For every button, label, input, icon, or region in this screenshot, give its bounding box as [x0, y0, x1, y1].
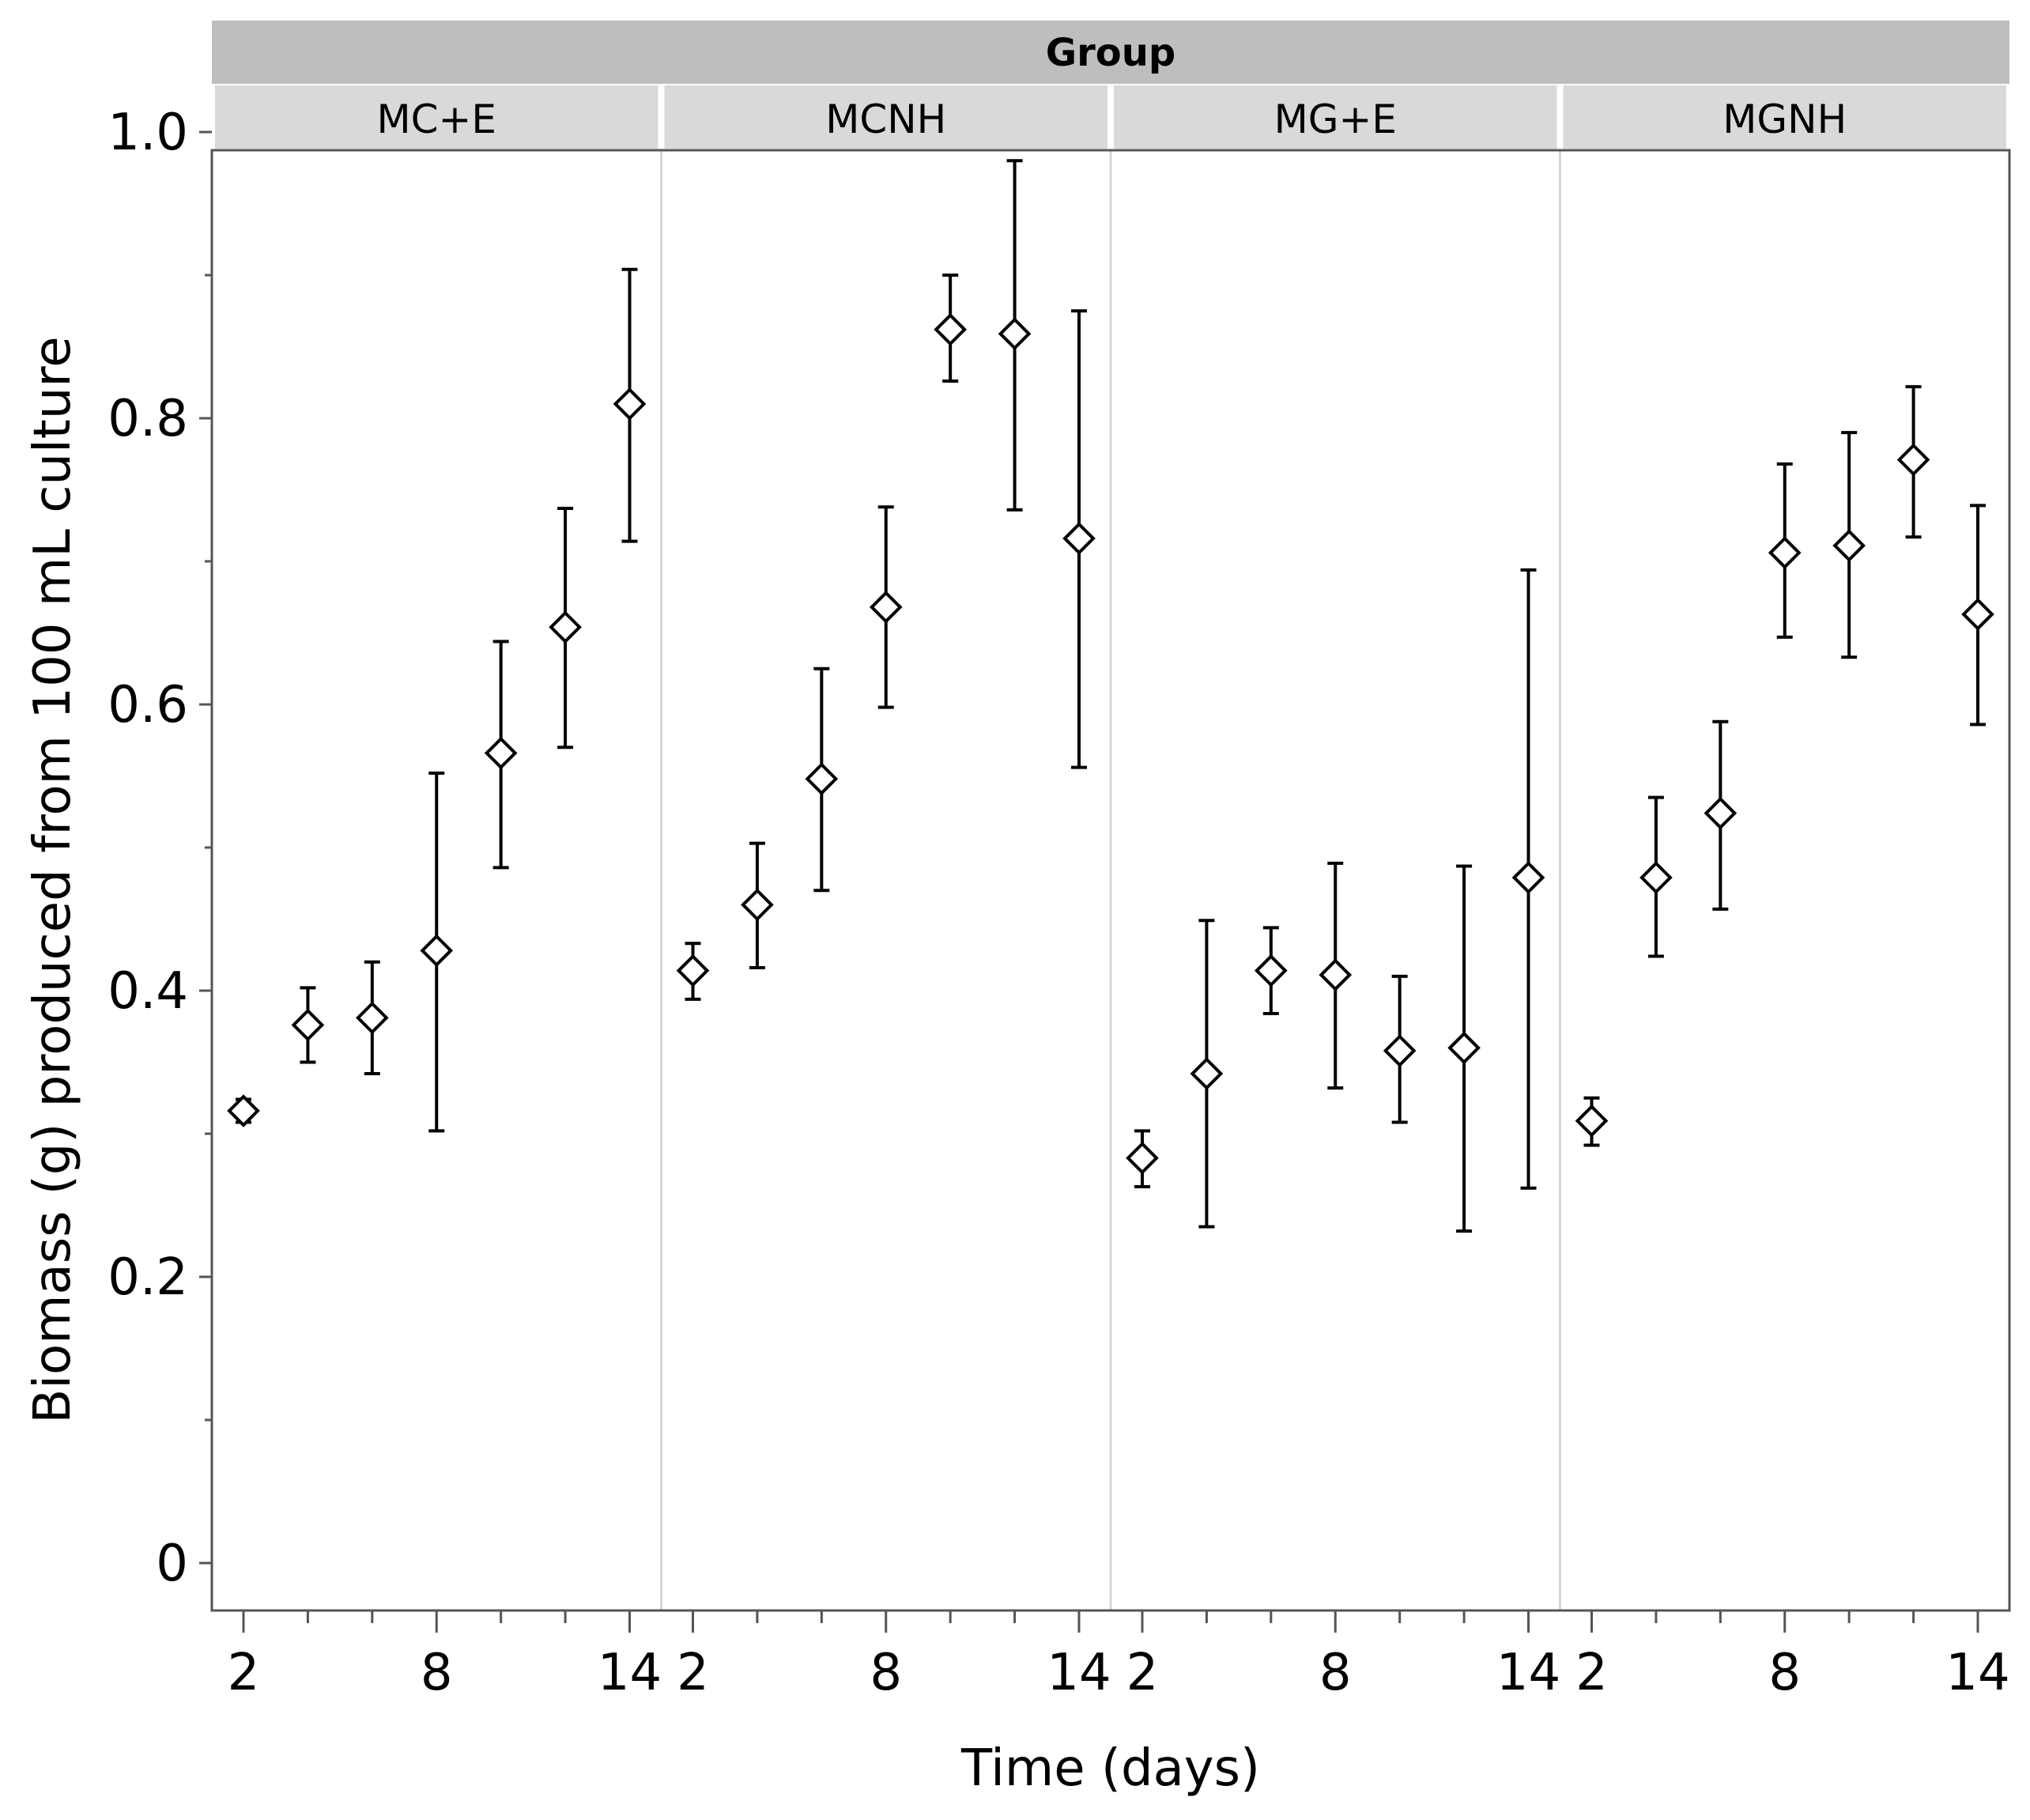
point-group-MGNH-2 — [1575, 1096, 1609, 1147]
point-group-MCNH-14 — [1062, 309, 1096, 769]
point-group-MC+E-2 — [227, 1094, 260, 1127]
data-marks — [227, 159, 1994, 1233]
point-group-MC+E-12 — [549, 507, 582, 750]
data-point-diamond — [998, 317, 1032, 351]
data-point-diamond — [1896, 443, 1930, 477]
y-tick-label-1: 0.2 — [108, 1248, 188, 1307]
point-group-MGNH-10 — [1832, 431, 1866, 659]
panel-label-0: MC+E — [376, 96, 496, 142]
y-axis-label: Biomass (g) produced from 100 mL culture — [24, 336, 82, 1423]
data-point-diamond — [613, 387, 647, 421]
data-point-diamond — [1255, 953, 1288, 987]
point-group-MGNH-14 — [1961, 504, 1994, 727]
x-tick-label-p1-3: 8 — [870, 1644, 902, 1702]
data-point-diamond — [1383, 1034, 1417, 1067]
group-title-band — [212, 21, 2009, 84]
data-point-diamond — [934, 312, 967, 346]
point-group-MC+E-4 — [291, 986, 325, 1064]
y-tick-label-0: 0 — [156, 1535, 188, 1593]
panel-header-2 — [1114, 85, 1557, 149]
panel-header-3 — [1563, 85, 2006, 149]
point-group-MG+E-10 — [1383, 974, 1417, 1124]
data-point-diamond — [1768, 536, 1802, 569]
point-group-MC+E-6 — [356, 960, 389, 1075]
data-point-diamond — [1447, 1031, 1481, 1065]
point-group-MGNH-4 — [1639, 795, 1673, 958]
data-point-diamond — [549, 610, 582, 644]
point-group-MCNH-6 — [805, 666, 839, 893]
x-tick-label-p3-6: 14 — [1945, 1644, 2009, 1702]
panel-label-1: MCNH — [825, 96, 946, 142]
point-group-MC+E-14 — [613, 267, 647, 543]
data-point-diamond — [805, 762, 839, 795]
data-point-diamond — [1961, 598, 1994, 631]
data-point-diamond — [1062, 522, 1096, 555]
data-point-diamond — [1319, 958, 1353, 991]
data-point-diamond — [1832, 529, 1866, 562]
x-tick-label-p3-3: 8 — [1768, 1644, 1801, 1702]
x-tick-label-p2-3: 8 — [1319, 1644, 1352, 1702]
data-point-diamond — [484, 736, 518, 770]
panel-header-0 — [215, 85, 658, 149]
panel-header-1 — [664, 85, 1107, 149]
point-group-MG+E-2 — [1126, 1129, 1159, 1188]
x-axis-label: Time (days) — [960, 1739, 1260, 1798]
y-axis: 0 0.2 0.4 0.6 0.8 1.0 — [108, 104, 212, 1593]
point-group-MCNH-10 — [934, 274, 967, 383]
y-tick-label-5: 1.0 — [108, 104, 188, 162]
point-group-MCNH-4 — [741, 841, 774, 970]
data-point-diamond — [1126, 1141, 1159, 1175]
point-group-MCNH-12 — [998, 159, 1032, 512]
x-axis: 2 8 14 2 8 14 2 8 14 2 8 14 — [228, 1610, 2010, 1702]
panel-label-2: MG+E — [1274, 96, 1397, 142]
x-tick-label-p1-6: 14 — [1047, 1644, 1111, 1702]
panel-label-3: MGNH — [1722, 96, 1847, 142]
y-tick-label-2: 0.4 — [108, 962, 188, 1021]
data-point-diamond — [1704, 796, 1738, 830]
point-group-MC+E-10 — [484, 640, 518, 870]
data-point-diamond — [1639, 861, 1673, 894]
data-point-diamond — [741, 888, 774, 922]
x-tick-label-p1-0: 2 — [677, 1644, 709, 1702]
data-point-diamond — [227, 1094, 260, 1127]
point-group-MCNH-2 — [676, 942, 710, 1001]
point-group-MGNH-12 — [1896, 385, 1930, 539]
point-group-MG+E-6 — [1255, 926, 1288, 1015]
y-tick-label-3: 0.6 — [108, 676, 188, 734]
x-tick-label-p0-3: 8 — [421, 1644, 453, 1702]
point-group-MG+E-14 — [1511, 568, 1545, 1190]
panel-headers: MC+E MCNH MG+E MGNH — [215, 85, 2006, 149]
point-group-MGNH-6 — [1704, 719, 1738, 911]
data-point-diamond — [1575, 1104, 1609, 1138]
x-tick-label-p2-6: 14 — [1496, 1644, 1560, 1702]
point-group-MCNH-8 — [869, 505, 903, 709]
x-tick-label-p2-0: 2 — [1126, 1644, 1159, 1702]
point-group-MGNH-8 — [1768, 462, 1802, 639]
facet-header: Group — [212, 21, 2009, 84]
x-tick-label-p0-0: 2 — [228, 1644, 260, 1702]
point-group-MC+E-8 — [420, 771, 454, 1133]
data-point-diamond — [869, 591, 903, 624]
point-group-MG+E-8 — [1319, 861, 1353, 1090]
data-point-diamond — [356, 1001, 389, 1035]
point-group-MG+E-12 — [1447, 864, 1481, 1233]
x-tick-label-p0-6: 14 — [598, 1644, 662, 1702]
data-point-diamond — [1190, 1057, 1224, 1090]
data-point-diamond — [676, 953, 710, 987]
data-point-diamond — [1511, 861, 1545, 894]
point-group-MG+E-4 — [1190, 919, 1224, 1229]
data-point-diamond — [291, 1008, 325, 1042]
plot-frame — [210, 149, 2011, 1612]
y-tick-label-4: 0.8 — [108, 390, 188, 448]
data-point-diamond — [420, 934, 454, 968]
x-tick-label-p3-0: 2 — [1575, 1644, 1608, 1702]
chart-title: Group — [1046, 31, 1176, 75]
plot-border — [210, 149, 2011, 1612]
